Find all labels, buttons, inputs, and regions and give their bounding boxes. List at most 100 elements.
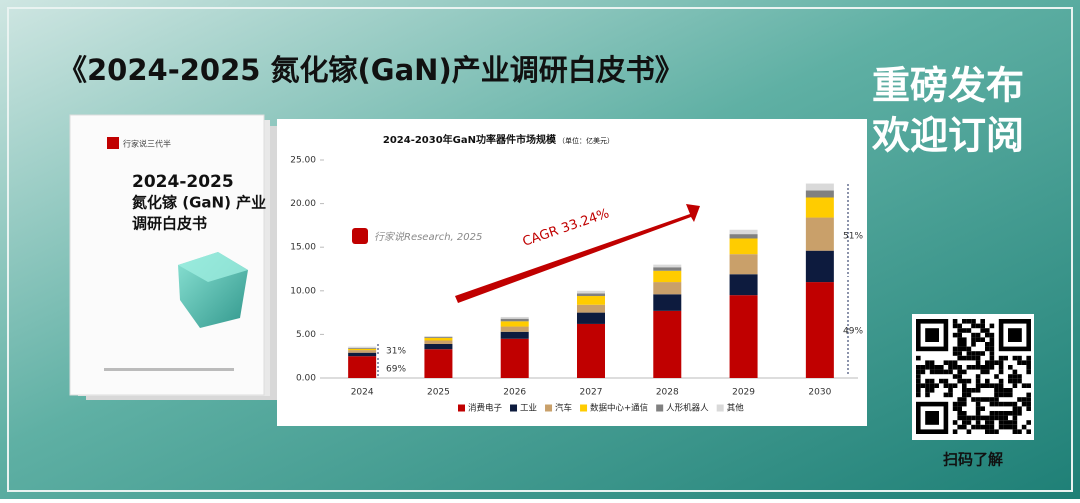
qr-module [998, 355, 1004, 361]
qr-module [952, 360, 958, 365]
qr-module [957, 369, 962, 375]
share-label: 49% [843, 327, 863, 337]
qr-module [975, 388, 981, 393]
qr-module [1017, 406, 1022, 411]
qr-finder [1008, 328, 1022, 342]
qr-module [985, 383, 990, 388]
qr-module [998, 365, 1004, 370]
qr-module [980, 397, 985, 402]
qr-module [1017, 411, 1022, 416]
qr-module [998, 388, 1004, 393]
qr-module [971, 332, 976, 338]
bar-segment [805, 197, 834, 218]
qr-module [985, 346, 990, 352]
qr-module [1021, 397, 1027, 402]
bar-segment [424, 337, 453, 338]
qr-module [971, 337, 976, 342]
qr-module [975, 383, 981, 388]
qr-module [1012, 355, 1018, 361]
qr-module [1003, 424, 1008, 430]
qr-module [952, 406, 958, 411]
qr-module [989, 424, 995, 430]
qr-module [952, 323, 958, 329]
qr-module [920, 383, 926, 388]
qr-module [957, 337, 962, 342]
qr-module [966, 328, 972, 333]
qr-module [962, 342, 967, 347]
book: 行家说三代半 2024-2025 氮化镓 (GaN) 产业 调研白皮书 [69, 114, 278, 400]
qr-module [994, 397, 999, 402]
qr-module [925, 365, 930, 370]
qr-module [925, 392, 930, 398]
bar-segment [805, 282, 834, 378]
bar-segment [500, 331, 529, 339]
qr-module [1021, 424, 1027, 430]
bar-segment [348, 350, 377, 353]
qr-module [916, 383, 921, 388]
qr-module [975, 360, 981, 365]
qr-module [1012, 411, 1018, 416]
qr-module [1008, 374, 1013, 379]
qr-module [975, 406, 981, 411]
bar-segment [577, 290, 605, 294]
qr-module [1012, 424, 1018, 430]
qr-module [989, 401, 995, 407]
bar-segment [348, 356, 377, 378]
x-tick-label: 2026 [503, 388, 526, 398]
bar-segment [729, 295, 758, 378]
legend-swatch [580, 404, 588, 412]
qr-module [1026, 383, 1031, 388]
qr-module [994, 392, 999, 398]
qr-module [971, 397, 976, 402]
qr-module [1003, 401, 1008, 407]
y-tick-label: 25.00 [290, 156, 316, 166]
qr-module [989, 415, 995, 421]
qr-module [925, 378, 930, 384]
bar-segment [348, 352, 377, 357]
qr-module [1008, 411, 1013, 416]
qr-module [916, 374, 921, 379]
qr-module [1003, 415, 1008, 421]
qr-module [998, 392, 1004, 398]
bar-segment [577, 293, 605, 297]
qr-module [989, 337, 995, 342]
qr-module [975, 378, 981, 384]
qr-module [975, 420, 981, 425]
qr-module [998, 401, 1004, 407]
bar-segment [805, 250, 834, 283]
bar-segment [729, 234, 758, 239]
qr-module [948, 360, 953, 365]
qr-module [957, 355, 962, 361]
qr-module [975, 355, 981, 361]
bar-segment [729, 238, 758, 255]
qr-module [975, 415, 981, 421]
book-title: 氮化镓 (GaN) 产业 [132, 194, 266, 212]
bar-segment [653, 267, 682, 271]
qr-module [994, 360, 999, 365]
bar-segment [805, 217, 834, 251]
qr-module [962, 415, 967, 421]
legend-swatch [716, 404, 724, 412]
qr-module [1003, 355, 1008, 361]
qr-module [985, 415, 990, 421]
bar-segment [577, 312, 605, 324]
qr-module [934, 365, 939, 370]
qr-module [939, 365, 944, 370]
x-tick-label: 2029 [732, 388, 755, 398]
bar-segment [424, 340, 453, 344]
qr-module [962, 411, 967, 416]
qr-module [1012, 415, 1018, 421]
qr-module [975, 337, 981, 342]
book-brand: 行家说三代半 [123, 139, 171, 149]
qr-module [998, 411, 1004, 416]
qr-module [1026, 392, 1031, 398]
qr-module [980, 383, 985, 388]
bar-segment [653, 264, 682, 268]
watermark-logo [352, 228, 368, 244]
bar-segment [500, 321, 529, 327]
qr-module [971, 388, 976, 393]
qr-module [916, 392, 921, 398]
x-tick-label: 2028 [656, 388, 679, 398]
qr-module [966, 365, 972, 370]
qr-module [1008, 388, 1013, 393]
